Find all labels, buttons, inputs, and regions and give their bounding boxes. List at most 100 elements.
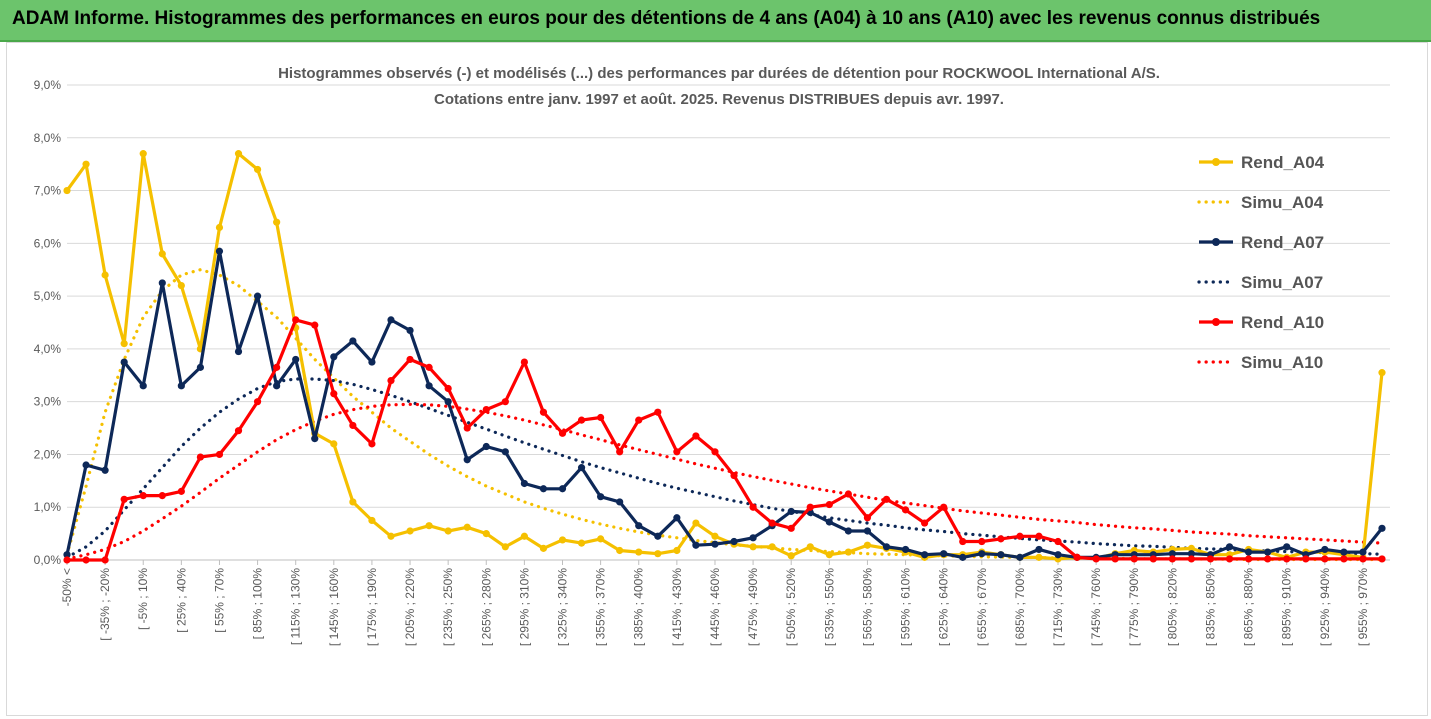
data-point: [635, 548, 643, 556]
data-point: [482, 530, 490, 538]
data-point: [863, 514, 872, 522]
data-point: [215, 247, 224, 255]
x-tick-label: [ 175% ; 190%: [365, 568, 379, 646]
x-tick-label: [ 355% ; 370%: [594, 568, 608, 646]
data-point: [273, 218, 281, 226]
x-tick-label: [ 55% ; 70%: [212, 568, 226, 633]
data-point: [539, 544, 548, 552]
x-tick-label: [ 475% ; 490%: [746, 568, 760, 646]
data-point: [616, 546, 624, 555]
data-point: [368, 440, 376, 448]
chart-subtitle-text: Cotations entre janv. 1997 et août. 2025…: [434, 91, 1004, 108]
data-point: [253, 292, 262, 300]
data-point: [177, 281, 185, 290]
y-tick-label: 2,0%: [34, 447, 62, 461]
x-tick-label: [ 25% ; 40%: [174, 568, 188, 633]
data-point: [539, 485, 548, 493]
x-tick-label: [ 805% ; 820%: [1165, 568, 1179, 646]
x-tick-label: [ 595% ; 610%: [899, 568, 913, 646]
data-point: [616, 498, 624, 506]
x-axis: -50% < [ -35% ; -20% [ -5% ; 10% [ 25% ; 40…: [60, 560, 1370, 646]
legend-item-Simu_A07: Simu_A07: [1197, 273, 1323, 292]
data-point: [825, 500, 833, 509]
data-point: [940, 550, 948, 558]
data-point: [387, 376, 395, 385]
data-point: [520, 532, 528, 540]
x-tick-label: [ 565% ; 580%: [860, 568, 874, 646]
data-point: [1168, 555, 1176, 563]
chart-title: Histogrammes observés (-) et modélisés (…: [278, 65, 1160, 108]
data-point: [978, 537, 986, 546]
data-point: [234, 150, 243, 158]
data-point: [463, 424, 471, 432]
data-point: [882, 543, 891, 551]
data-point: [1073, 553, 1081, 561]
data-point: [749, 534, 757, 542]
data-point: [158, 279, 166, 287]
x-tick-label: [ -5% ; 10%: [136, 568, 150, 630]
data-point: [101, 466, 109, 474]
line-chart: Histogrammes observés (-) et modélisés (…: [34, 65, 1390, 646]
data-point: [444, 398, 452, 406]
report-title: ADAM Informe. Histogrammes des performan…: [12, 8, 1321, 29]
data-point: [673, 546, 681, 555]
x-tick-label: [ 235% ; 250%: [441, 568, 455, 646]
data-point: [635, 522, 643, 530]
data-point: [158, 250, 166, 258]
legend-item-Rend_A10: Rend_A10: [1199, 313, 1324, 332]
data-point: [292, 316, 300, 324]
legend-marker: [1212, 318, 1220, 326]
data-point: [1340, 548, 1348, 556]
data-point: [1359, 555, 1367, 563]
data-point: [1016, 532, 1024, 540]
y-tick-label: 1,0%: [34, 500, 62, 514]
data-point: [406, 527, 414, 535]
chart-title-text: Histogrammes observés (-) et modélisés (…: [278, 65, 1160, 82]
data-point: [330, 353, 338, 361]
data-point: [558, 485, 567, 493]
data-point: [1016, 553, 1024, 561]
data-point: [311, 321, 319, 329]
data-point: [349, 337, 357, 345]
y-tick-label: 0,0%: [34, 553, 62, 567]
data-point: [825, 518, 833, 526]
data-point: [1264, 555, 1272, 563]
data-point: [463, 523, 471, 531]
data-point: [120, 358, 128, 366]
data-point: [1187, 544, 1196, 552]
data-point: [253, 398, 262, 406]
y-tick-label: 6,0%: [34, 236, 62, 250]
series-Rend_A07: [63, 247, 1386, 561]
data-point: [901, 506, 910, 514]
legend-label: Simu_A10: [1241, 353, 1323, 372]
data-point: [520, 479, 528, 488]
x-tick-label: [ 655% ; 670%: [975, 568, 989, 646]
data-point: [959, 553, 967, 561]
data-point: [82, 160, 90, 168]
data-point: [940, 503, 948, 511]
data-point: [711, 448, 719, 456]
data-point: [387, 316, 395, 324]
grid: [67, 84, 1390, 561]
data-point: [1225, 555, 1234, 563]
series-Rend_A10: [63, 316, 1386, 564]
data-point: [1168, 550, 1176, 558]
data-point: [921, 519, 929, 527]
data-point: [768, 543, 776, 551]
data-point: [978, 550, 986, 558]
x-tick-label: [ 835% ; 850%: [1203, 568, 1217, 646]
data-point: [215, 450, 224, 459]
y-tick-label: 8,0%: [34, 131, 62, 145]
legend-label: Simu_A07: [1241, 273, 1323, 292]
x-tick-label: [ 925% ; 940%: [1318, 568, 1332, 646]
data-point: [120, 495, 128, 503]
data-point: [635, 416, 643, 424]
data-point: [577, 539, 586, 547]
data-point: [158, 492, 166, 500]
data-point: [711, 532, 719, 540]
series-Simu_A07: [65, 377, 1384, 560]
data-point: [711, 540, 719, 548]
data-point: [692, 541, 700, 549]
data-point: [139, 492, 147, 500]
x-tick-label: [ 685% ; 700%: [1013, 568, 1027, 646]
